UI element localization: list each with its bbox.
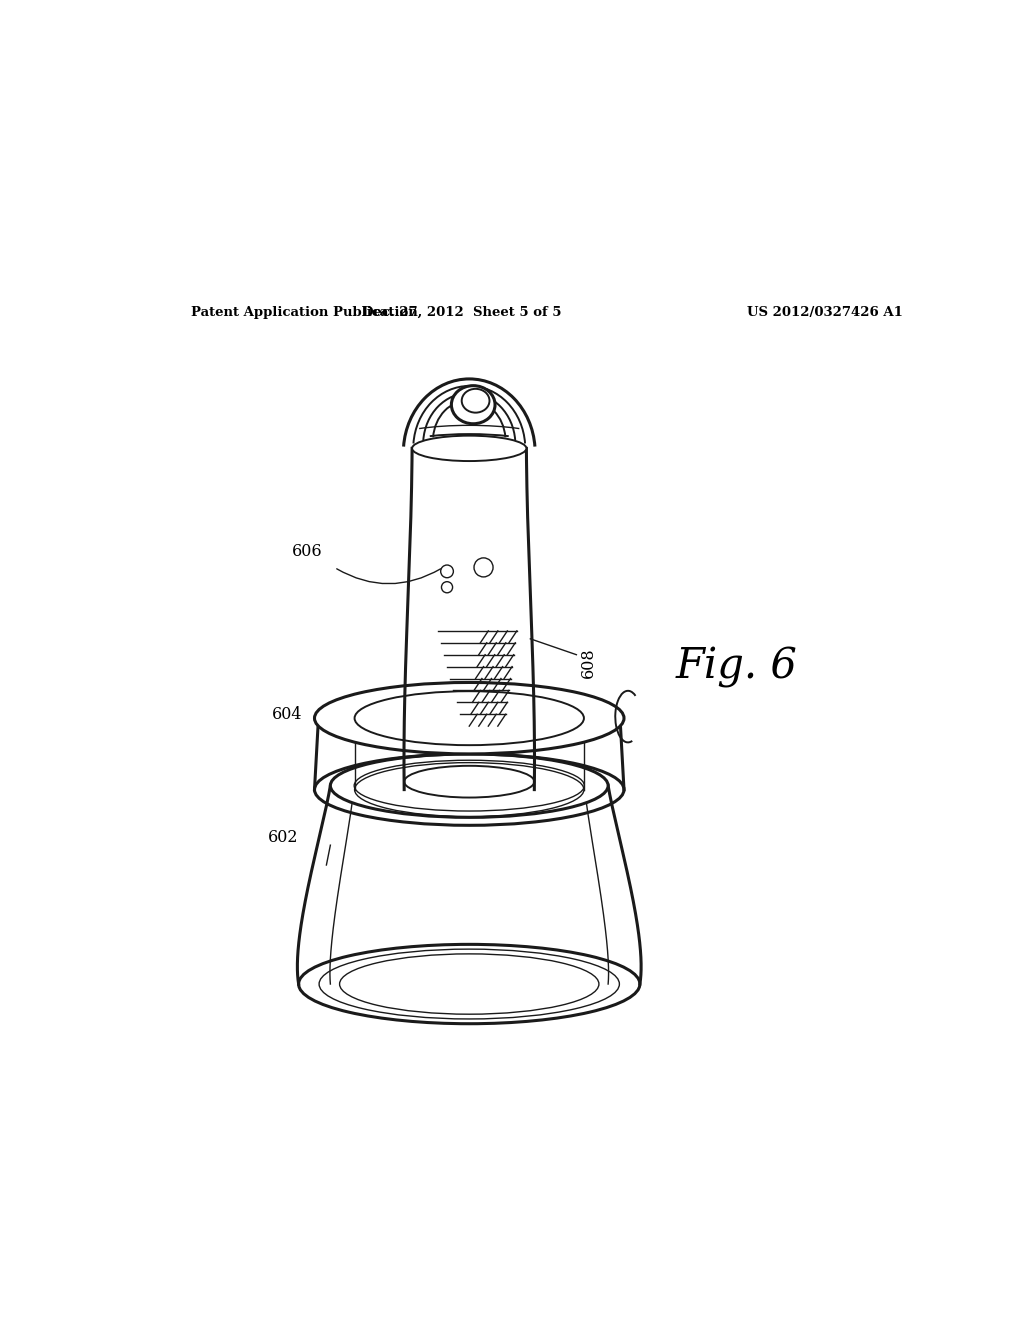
Ellipse shape [314, 682, 624, 754]
Text: 602: 602 [268, 829, 299, 846]
Ellipse shape [412, 436, 526, 461]
Text: Patent Application Publication: Patent Application Publication [191, 305, 418, 318]
Text: 608: 608 [581, 647, 597, 678]
Ellipse shape [404, 766, 535, 797]
Ellipse shape [462, 389, 489, 413]
Text: 606: 606 [292, 543, 323, 560]
Text: Dec. 27, 2012  Sheet 5 of 5: Dec. 27, 2012 Sheet 5 of 5 [361, 305, 561, 318]
Text: US 2012/0327426 A1: US 2012/0327426 A1 [748, 305, 903, 318]
Text: Fig. 6: Fig. 6 [676, 645, 798, 688]
Text: 604: 604 [272, 706, 303, 723]
Ellipse shape [452, 385, 495, 424]
Ellipse shape [331, 754, 608, 817]
